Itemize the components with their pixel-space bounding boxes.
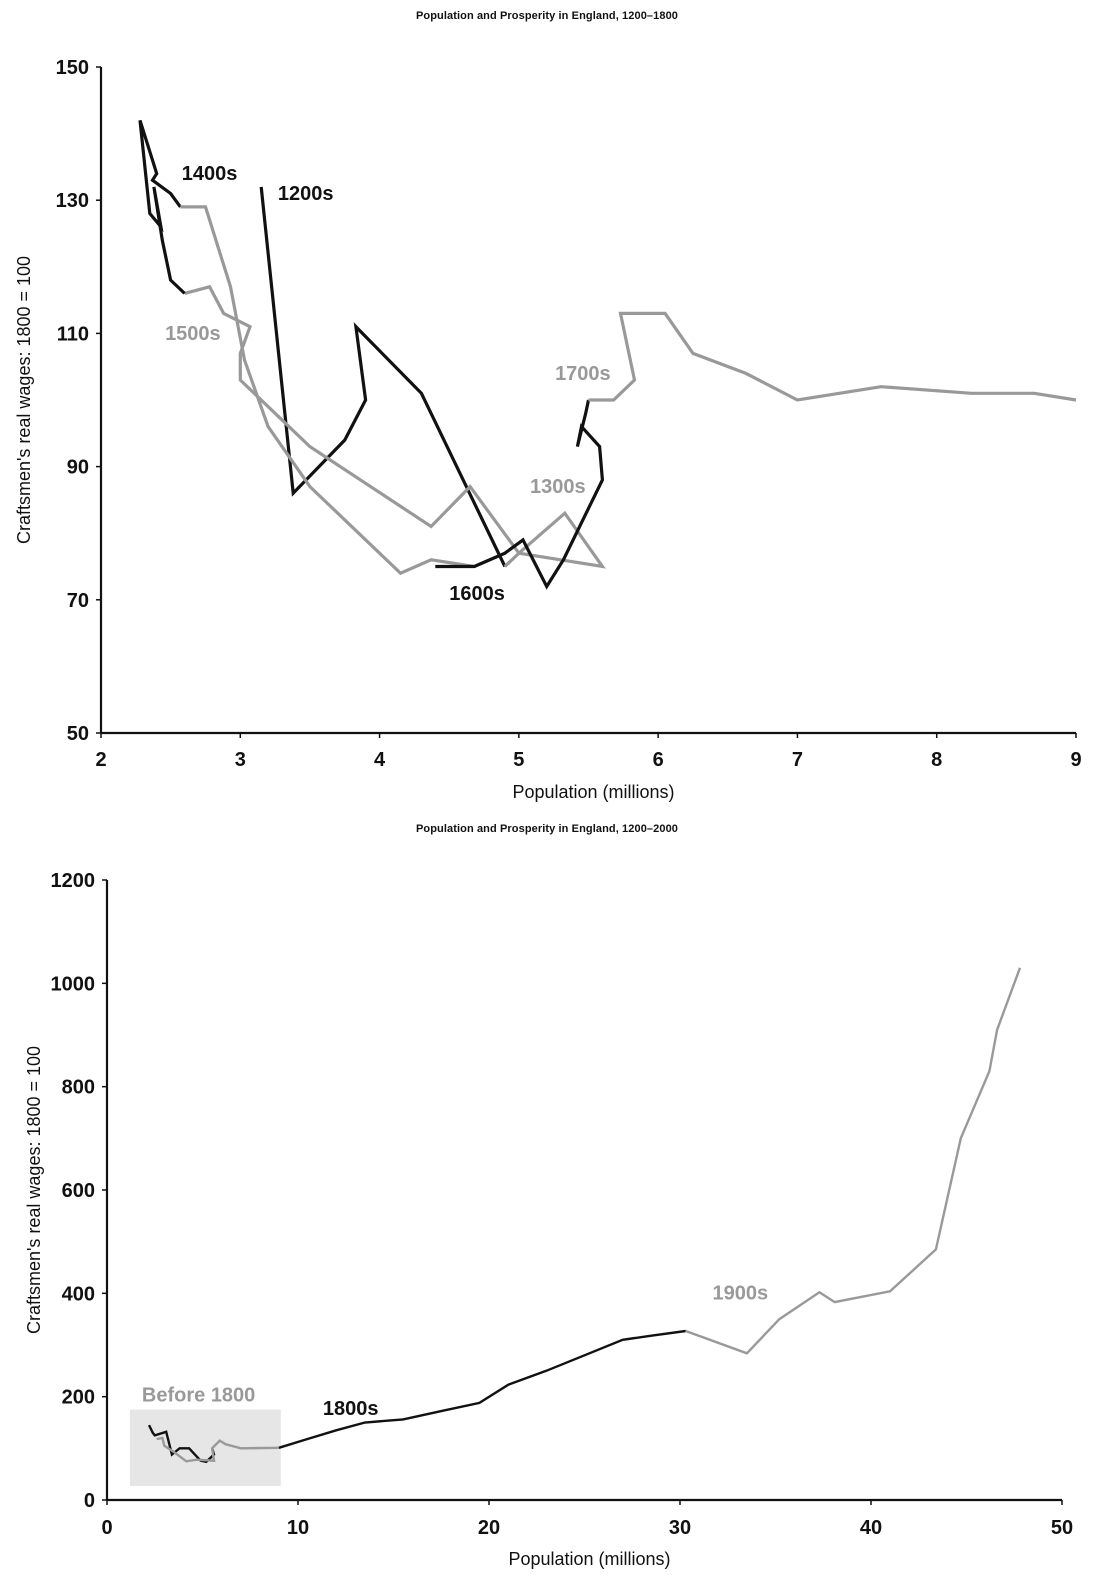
before-1800-label: Before 1800	[142, 1385, 255, 1407]
series-line-1600s	[435, 399, 605, 590]
x-tick-label: 40	[860, 1517, 882, 1539]
y-tick-label: 800	[62, 1077, 95, 1099]
y-tick-label: 1200	[51, 870, 96, 892]
series-line-1300s	[184, 284, 606, 569]
series-line-1400s	[138, 119, 186, 295]
x-tick-label: 20	[478, 1517, 500, 1539]
x-tick-label: 0	[101, 1517, 112, 1539]
x-tick-label: 4	[374, 749, 386, 771]
x-tick-label: 50	[1051, 1517, 1073, 1539]
series-label-1900s: 1900s	[712, 1283, 768, 1305]
chart-1-title: Population and Prosperity in England, 12…	[415, 10, 679, 22]
y-tick-label: 1000	[51, 973, 96, 995]
y-axis-title: Craftsmen's real wages: 1800 = 100	[24, 1046, 44, 1334]
series-label-1500s: 1500s	[165, 323, 221, 345]
y-tick-label: 150	[56, 57, 89, 79]
series-line-before-1800-grey	[156, 1436, 279, 1463]
y-tick-label: 110	[57, 323, 89, 345]
series-label-1300s: 1300s	[530, 476, 586, 498]
y-tick-label: 50	[67, 723, 89, 745]
y-tick-label: 70	[67, 590, 89, 612]
series-label-1400s: 1400s	[182, 163, 238, 185]
series-label-1800s: 1800s	[323, 1398, 379, 1420]
x-axis-title: Population (millions)	[508, 1549, 670, 1569]
x-tick-label: 8	[931, 749, 942, 771]
x-tick-label: 2	[95, 749, 106, 771]
x-tick-label: 6	[653, 749, 664, 771]
y-tick-label: 90	[67, 457, 89, 479]
series-line-1800s	[278, 1329, 686, 1449]
x-axis-title: Population (millions)	[512, 782, 674, 802]
x-tick-label: 3	[235, 749, 246, 771]
series-line-1500s	[180, 205, 506, 576]
y-tick-label: 200	[62, 1387, 95, 1409]
x-tick-label: 30	[669, 1517, 691, 1539]
x-tick-label: 10	[287, 1517, 309, 1539]
x-tick-label: 5	[513, 749, 524, 771]
y-tick-label: 400	[62, 1283, 95, 1305]
y-tick-label: 600	[62, 1180, 95, 1202]
series-line-1900s	[685, 967, 1022, 1355]
x-tick-label: 9	[1070, 749, 1081, 771]
series-label-1600s: 1600s	[449, 583, 505, 605]
chart-1: 50 70 90 110 130 150 2 3 4 5 6 7 8 9 Population (milli…	[14, 57, 1082, 802]
y-tick-label: 0	[84, 1490, 95, 1512]
series-label-1200s: 1200s	[278, 183, 334, 205]
chart-2-title: Population and Prosperity in England, 12…	[415, 823, 679, 835]
series-line-1200s	[259, 186, 507, 568]
x-tick-label: 7	[792, 749, 803, 771]
y-axis-title: Craftsmen's real wages: 1800 = 100	[14, 256, 34, 544]
series-line-1700s	[588, 311, 1077, 402]
series-label-1700s: 1700s	[555, 363, 611, 385]
y-tick-label: 130	[56, 190, 89, 212]
chart-2: Before 1800 0 200 400 600 800 1000 1200 0 10 20 30 4…	[24, 870, 1073, 1569]
